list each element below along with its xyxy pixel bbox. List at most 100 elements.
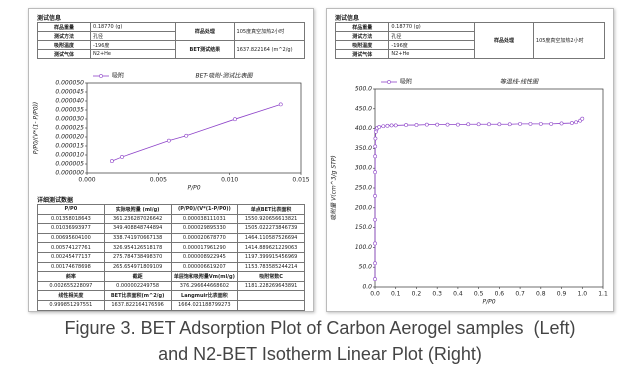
header-cell: Langmuir比表面积 bbox=[170, 290, 239, 301]
cell: 1664.021188799273 bbox=[170, 299, 239, 311]
y-tick-label: 250.0 bbox=[355, 185, 372, 192]
caption: and N2-BET Isotherm Linear Plot (Right) bbox=[158, 344, 482, 364]
cell: 0.000002249758 bbox=[103, 280, 172, 292]
info-value: N2+He bbox=[388, 49, 476, 59]
y-tick-label: 0.000010 bbox=[55, 152, 84, 159]
y-tick-label: 0.000045 bbox=[55, 89, 84, 96]
cell: 0.000006619207 bbox=[170, 261, 239, 273]
data-point bbox=[487, 122, 491, 127]
y-tick-label: 100.0 bbox=[355, 244, 372, 251]
y-tick-label: 350.0 bbox=[355, 145, 372, 152]
cell: 326.954126518178 bbox=[103, 242, 172, 253]
info-row: 样品重量 0.18770 (g) 样品处理 105度真空加热2小时 bbox=[36, 22, 306, 41]
empty-cell bbox=[237, 290, 305, 301]
header-cell: 实际吸附量 (ml/g) bbox=[103, 204, 172, 215]
table-row: 0.00245477137 275.784738498370 0.000008922… bbox=[37, 251, 305, 263]
info-label: 测试方法 bbox=[36, 31, 92, 41]
section-title: 详细测试数据 bbox=[37, 197, 74, 204]
chart: 等温线-线性图 0.0 0.1 0.2 0.3 0.4 0.5 0.6 0.7 0.8 0.9 1.0… bbox=[330, 78, 608, 306]
data-point bbox=[120, 155, 124, 159]
y-tick-label: 200.0 bbox=[355, 204, 372, 211]
table-row: 线性相关度 BET比表面积(m^2/g) Langmuir比表面积 bbox=[37, 290, 305, 301]
cell: 1505.022273846739 bbox=[237, 223, 305, 234]
data-point bbox=[373, 217, 377, 222]
table-row: 0.01358018643 361.236287026642 0.000038111… bbox=[37, 213, 305, 225]
data-point bbox=[373, 241, 377, 246]
data-point bbox=[381, 124, 386, 129]
table-row: 0.00174678698 265.654971809109 0.000006619… bbox=[37, 261, 305, 273]
info-row: 测试气体 N2+He bbox=[334, 49, 605, 59]
cell: 0.00174678698 bbox=[37, 261, 105, 273]
y-tick-label: 0.000000 bbox=[55, 170, 84, 177]
y-tick-label: 300.0 bbox=[355, 165, 372, 172]
cell: 0.000020678770 bbox=[170, 232, 239, 244]
y-tick-label: 0.0 bbox=[362, 284, 372, 291]
x-tick-label: 0.6 bbox=[495, 291, 505, 298]
info-row: 吸附温度 -196度 BET测试结果 1637.822164 (m^2/g) bbox=[36, 40, 306, 59]
data-point bbox=[466, 122, 471, 127]
data-point bbox=[497, 122, 502, 127]
x-tick-label: 0.010 bbox=[221, 177, 238, 184]
data-point bbox=[574, 120, 578, 125]
header-cell: (P/P0)/(V*(1-P/P0)) bbox=[170, 204, 239, 215]
info-value: -196度 bbox=[388, 40, 476, 50]
cell: 338.741970667138 bbox=[103, 232, 172, 244]
x-tick-label: 0.9 bbox=[557, 291, 567, 298]
data-point bbox=[373, 170, 377, 175]
legend-marker bbox=[387, 80, 391, 84]
plot-frame bbox=[374, 88, 604, 288]
cell: 1550.920656613821 bbox=[237, 213, 305, 225]
y-tick-label: 50.0 bbox=[359, 264, 373, 271]
header-cell: 单点BET比表面积 bbox=[237, 204, 305, 215]
data-point bbox=[518, 121, 522, 126]
legend-label: 吸附 bbox=[400, 78, 412, 86]
x-tick-label: 0.3 bbox=[432, 291, 442, 298]
cell: 1464.110587526694 bbox=[237, 232, 305, 244]
x-tick-label: 0.0 bbox=[370, 291, 380, 298]
y-tick-label: 0.000005 bbox=[55, 161, 84, 168]
detail-table: P/P0 实际吸附量 (ml/g) (P/P0)/(V*(1-P/P0)) 单点BET… bbox=[37, 204, 305, 311]
data-point bbox=[549, 121, 554, 126]
y-tick-label: 0.000050 bbox=[55, 80, 84, 87]
series-line bbox=[374, 118, 583, 280]
table-row: 0.01036993977 349.408848744894 0.000029895… bbox=[37, 223, 305, 234]
data-point bbox=[373, 144, 378, 149]
data-point bbox=[377, 125, 382, 129]
x-tick-label: 0.015 bbox=[292, 177, 309, 184]
info-label: 样品处理 bbox=[175, 22, 235, 41]
cell: 349.408848744894 bbox=[103, 223, 172, 234]
info-value: 1637.822164 (m^2/g) bbox=[233, 40, 306, 59]
data-point bbox=[435, 122, 440, 127]
cell: 0.01036993977 bbox=[37, 223, 105, 234]
empty-cell bbox=[237, 299, 305, 311]
data-point bbox=[570, 121, 574, 125]
cell: 0.000017961290 bbox=[170, 242, 239, 253]
header-cell: 线性相关度 bbox=[37, 290, 105, 301]
x-tick-label: 0.2 bbox=[412, 291, 422, 298]
cell: 1197.399915456969 bbox=[237, 251, 305, 263]
table-row: 0.00574127761 326.954126518178 0.000017961… bbox=[37, 242, 305, 253]
info-label: 测试气体 bbox=[36, 49, 92, 59]
data-point bbox=[404, 123, 408, 127]
info-label: BET测试结果 bbox=[175, 40, 235, 59]
info-value: -196度 bbox=[90, 40, 177, 50]
cell: 1153.783585244214 bbox=[237, 261, 305, 273]
plot-frame bbox=[86, 82, 302, 174]
cell: 265.654971809109 bbox=[103, 261, 172, 273]
cell: 0.999851297551 bbox=[37, 299, 105, 311]
legend-label: 吸附 bbox=[112, 72, 124, 80]
data-point bbox=[233, 117, 237, 122]
info-label: 样品重量 bbox=[36, 22, 92, 32]
data-point bbox=[424, 122, 429, 127]
cell: 0.002655228097 bbox=[37, 280, 105, 292]
x-tick-label: 0.4 bbox=[453, 291, 463, 298]
cell: 0.00574127761 bbox=[37, 242, 105, 253]
y-tick-label: 0.000035 bbox=[55, 107, 84, 114]
header-cell: 单层饱和吸附量Vm(ml/g) bbox=[170, 271, 239, 282]
data-point bbox=[373, 261, 377, 266]
table-row: P/P0 实际吸附量 (ml/g) (P/P0)/(V*(1-P/P0)) 单点BET… bbox=[37, 204, 305, 215]
x-tick-label: 0.5 bbox=[474, 291, 484, 298]
info-label: 样品处理 bbox=[474, 22, 534, 59]
data-point bbox=[456, 122, 460, 127]
y-tick-label: 150.0 bbox=[355, 224, 372, 231]
